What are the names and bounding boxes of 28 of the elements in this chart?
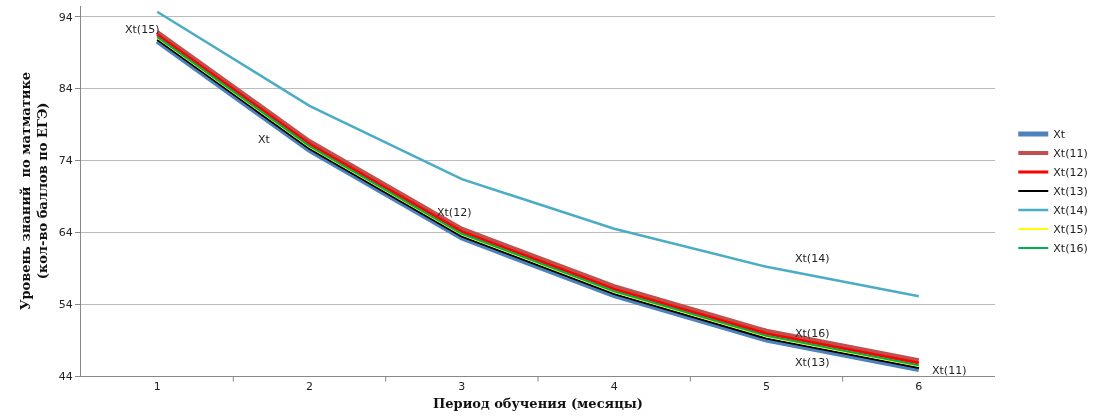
legend-label: Xt(13) — [1053, 185, 1088, 199]
legend-label: Xt(11) — [1053, 147, 1088, 161]
y-tick-label: 44 — [58, 369, 73, 383]
legend-label: Xt(14) — [1053, 204, 1088, 218]
legend-label: Xt(12) — [1053, 166, 1088, 180]
annotation: Xt(12) — [437, 206, 472, 219]
annotation: Xt(13) — [795, 356, 830, 369]
y-tick-label: 74 — [58, 154, 73, 168]
legend-label: Xt — [1053, 128, 1066, 142]
legend-label: Xt(15) — [1053, 223, 1088, 237]
x-tick-label: 4 — [610, 380, 618, 394]
x-tick-label: 1 — [153, 380, 161, 394]
annotation: Xt(11) — [932, 364, 967, 377]
x-tick-label: 5 — [763, 380, 770, 394]
annotation: Xt(14) — [795, 252, 830, 265]
y-tick-label: 54 — [58, 298, 73, 312]
x-tick-label: 6 — [915, 380, 923, 394]
x-axis-title: Период обучения (месяцы) — [433, 395, 643, 411]
y-tick-label: 64 — [58, 226, 73, 240]
y-tick-label: 94 — [58, 10, 73, 24]
annotation: Xt(16) — [795, 327, 830, 340]
legend-label: Xt(16) — [1053, 242, 1088, 256]
x-tick-label: 2 — [306, 380, 313, 394]
annotation: Xt(15) — [125, 23, 160, 36]
y-tick-label: 84 — [58, 82, 73, 96]
annotation: Xt — [258, 133, 271, 146]
y-axis-title: Уровень знаний по матматике (кол-во баллов по ЕГЭ) — [17, 71, 50, 311]
x-tick-label: 3 — [458, 380, 466, 394]
